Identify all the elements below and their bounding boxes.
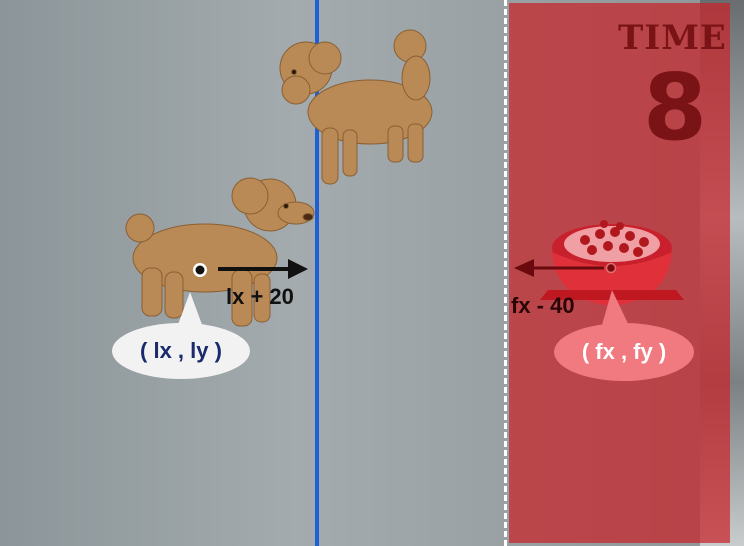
- poodle-lower-icon: [125, 177, 315, 327]
- dog-offset-arrowhead: [288, 259, 308, 279]
- food-point-bubble: [554, 290, 694, 381]
- food-offset-label: fx - 40: [511, 293, 575, 318]
- dog-point-label: ( lx , ly ): [140, 338, 222, 363]
- food-point-label: ( fx , fy ): [581, 339, 667, 364]
- poodle-upper-icon: [279, 29, 433, 185]
- timer-title: TIME: [618, 18, 727, 58]
- timer-value: 8: [642, 54, 707, 161]
- food-bowl-icon: [540, 220, 684, 306]
- dog-point-marker: [195, 265, 205, 275]
- dog-offset-label: lx + 20: [226, 284, 294, 309]
- food-offset-arrowhead: [514, 259, 534, 277]
- food-point-marker: [605, 262, 617, 274]
- dog-point-bubble: [112, 292, 250, 379]
- dog-boundary-line: [315, 0, 319, 546]
- food-boundary-dashed-line: [504, 0, 507, 546]
